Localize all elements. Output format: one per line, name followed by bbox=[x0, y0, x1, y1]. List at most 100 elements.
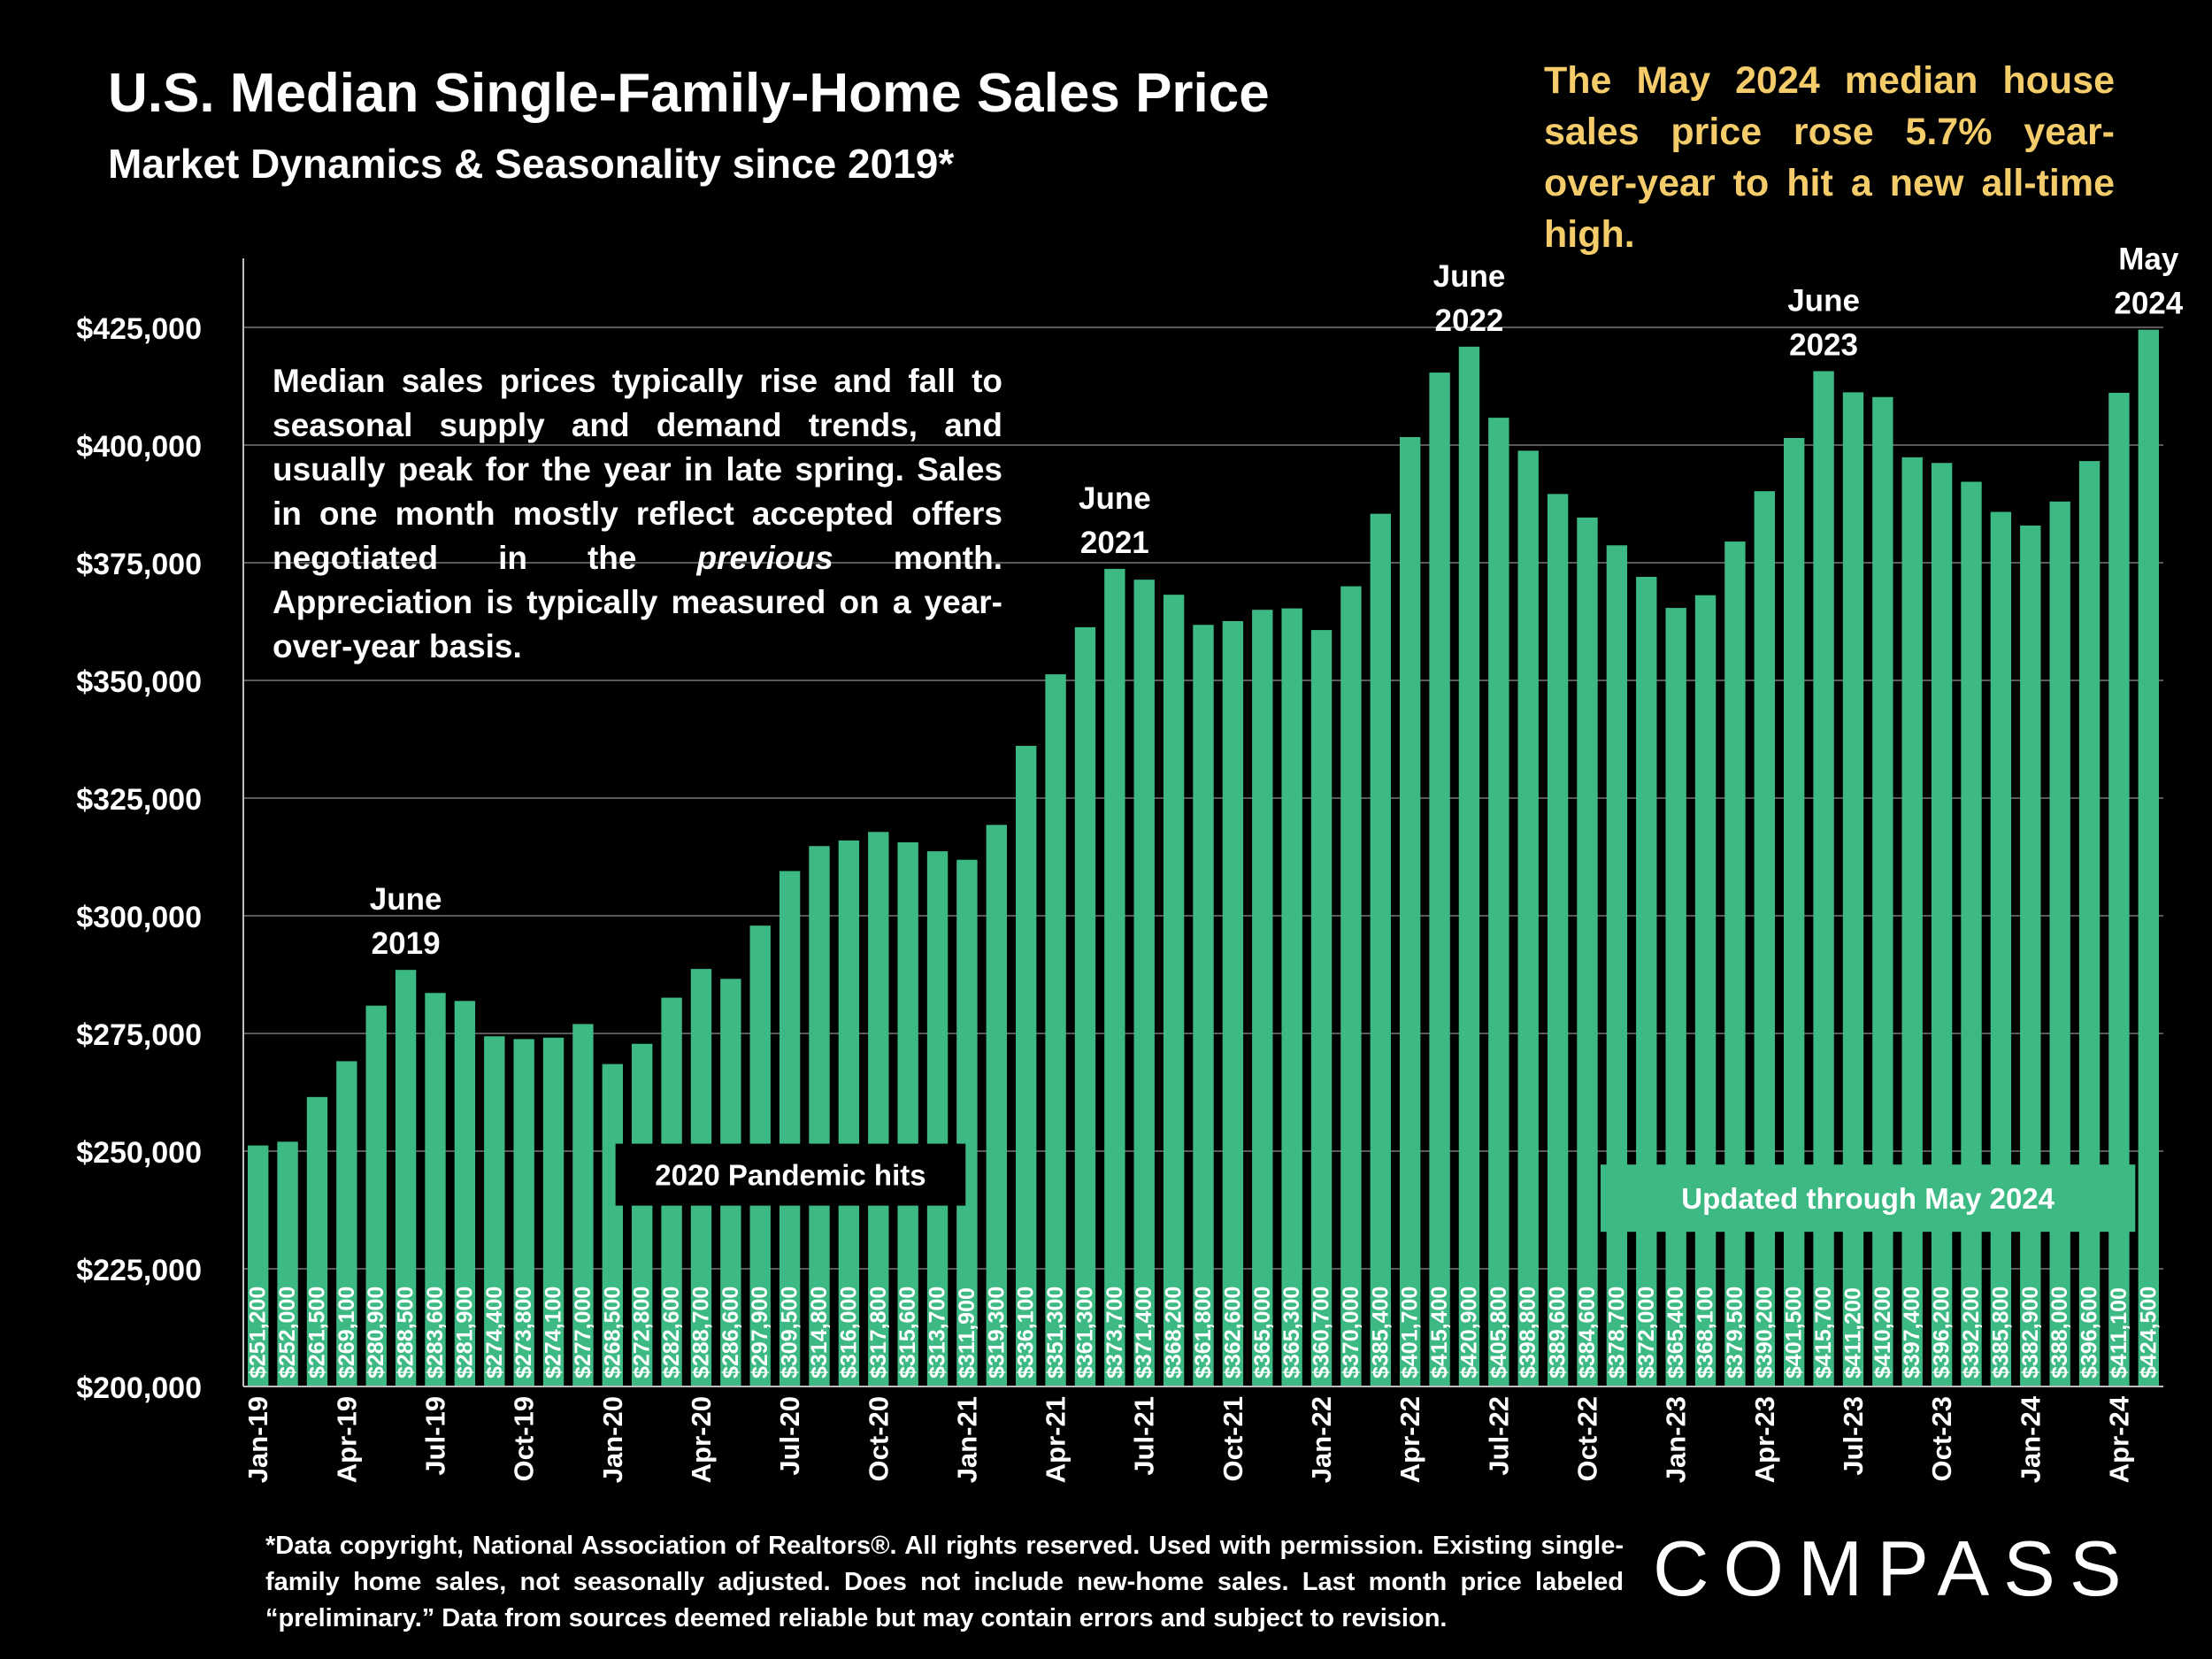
value-label: $365,300 bbox=[1279, 1286, 1304, 1379]
value-label: $281,900 bbox=[452, 1286, 477, 1379]
value-label: $286,600 bbox=[718, 1286, 743, 1379]
bar-Jan-21 bbox=[956, 859, 978, 1386]
peak-annotation: 2022 bbox=[1435, 303, 1504, 338]
bar-Oct-23 bbox=[1931, 463, 1953, 1386]
y-tick-label: $325,000 bbox=[76, 783, 202, 817]
bar-May-24 bbox=[2138, 329, 2159, 1386]
bar-Jan-24 bbox=[2020, 525, 2041, 1386]
value-label: $282,600 bbox=[659, 1286, 684, 1379]
bar-Oct-21 bbox=[1222, 620, 1244, 1386]
bar-Dec-22 bbox=[1636, 576, 1657, 1386]
pandemic-box bbox=[615, 1143, 966, 1206]
x-tick-label: Oct-23 bbox=[1926, 1396, 1957, 1481]
bar-Feb-23 bbox=[1694, 595, 1717, 1386]
x-tick-label: Oct-20 bbox=[863, 1396, 894, 1481]
footnote: *Data copyright, National Association of… bbox=[265, 1532, 1624, 1632]
value-label: $315,600 bbox=[895, 1286, 920, 1379]
bar-Dec-20 bbox=[926, 851, 949, 1386]
bar-May-22 bbox=[1429, 373, 1450, 1386]
bar-Jul-19 bbox=[425, 993, 446, 1386]
peak-annotation: 2019 bbox=[372, 926, 441, 961]
value-label: $272,800 bbox=[630, 1286, 655, 1379]
bar-Nov-21 bbox=[1252, 610, 1273, 1386]
value-label: $410,200 bbox=[1870, 1286, 1895, 1379]
value-label: $411,100 bbox=[2107, 1287, 2131, 1379]
x-tick-label: Jan-21 bbox=[951, 1396, 982, 1483]
value-label: $268,500 bbox=[600, 1286, 625, 1379]
peak-annotation: June bbox=[1433, 259, 1506, 294]
value-label: $274,400 bbox=[482, 1286, 507, 1379]
bar-Nov-19 bbox=[542, 1037, 565, 1386]
bar-Mar-19 bbox=[306, 1096, 328, 1386]
bar-Mar-21 bbox=[1016, 745, 1037, 1386]
x-tick-label: Apr-20 bbox=[686, 1396, 717, 1483]
y-tick-label: $200,000 bbox=[76, 1371, 202, 1405]
value-label: $424,500 bbox=[2136, 1286, 2161, 1379]
x-tick-label: Jan-19 bbox=[242, 1396, 273, 1483]
peak-annotation: May bbox=[2118, 242, 2179, 277]
value-label: $274,100 bbox=[541, 1286, 566, 1379]
value-label: $411,200 bbox=[1840, 1287, 1865, 1379]
bar-Feb-21 bbox=[986, 825, 1007, 1386]
note-text-after: month. Appreciation is typically measure… bbox=[273, 540, 1002, 664]
bar-Sep-23 bbox=[1901, 457, 1923, 1386]
bar-Jul-21 bbox=[1133, 580, 1155, 1386]
x-tick-label: Jul-19 bbox=[420, 1396, 451, 1476]
bar-Jan-19 bbox=[248, 1145, 269, 1386]
explanatory-note: Median sales prices typically rise and f… bbox=[273, 359, 1002, 669]
bar-Sep-19 bbox=[484, 1036, 505, 1386]
value-label: $420,900 bbox=[1456, 1286, 1481, 1379]
bar-Jan-23 bbox=[1665, 608, 1686, 1386]
bar-Oct-19 bbox=[513, 1039, 534, 1386]
headline-callout: The May 2024 median house sales price ro… bbox=[1544, 59, 2115, 256]
value-label: $283,600 bbox=[423, 1286, 448, 1379]
y-tick-label: $425,000 bbox=[76, 312, 202, 346]
value-label: $252,000 bbox=[275, 1286, 300, 1379]
x-tick-label: Apr-19 bbox=[331, 1396, 362, 1483]
compass-logo: COMPASS bbox=[1653, 1525, 2136, 1612]
x-tick-label: Oct-19 bbox=[509, 1396, 540, 1481]
note-emphasis: previous bbox=[696, 540, 833, 576]
value-label: $362,600 bbox=[1220, 1286, 1245, 1379]
value-label: $398,800 bbox=[1516, 1286, 1540, 1379]
value-label: $361,300 bbox=[1072, 1286, 1097, 1379]
bar-Nov-23 bbox=[1961, 481, 1982, 1386]
updated-through-label: Updated through May 2024 bbox=[1681, 1182, 2055, 1215]
bar-Aug-21 bbox=[1163, 595, 1185, 1386]
x-tick-label: Apr-21 bbox=[1041, 1396, 1071, 1483]
value-label: $368,200 bbox=[1162, 1286, 1187, 1379]
value-label: $385,800 bbox=[1988, 1286, 2013, 1379]
value-label: $401,700 bbox=[1398, 1286, 1423, 1379]
bar-May-23 bbox=[1784, 438, 1805, 1386]
peak-annotation: 2021 bbox=[1080, 526, 1149, 560]
value-label: $317,800 bbox=[866, 1286, 891, 1379]
value-label: $365,000 bbox=[1250, 1286, 1275, 1379]
value-label: $280,900 bbox=[364, 1286, 388, 1379]
x-tick-label: Jan-23 bbox=[1661, 1396, 1692, 1483]
bar-Mar-23 bbox=[1724, 541, 1746, 1386]
value-label: $336,100 bbox=[1014, 1286, 1039, 1379]
bar-Aug-19 bbox=[454, 1001, 476, 1386]
bar-Feb-22 bbox=[1340, 586, 1362, 1386]
y-tick-label: $350,000 bbox=[76, 665, 202, 699]
bar-Apr-23 bbox=[1754, 491, 1775, 1386]
bar-Feb-20 bbox=[632, 1043, 653, 1386]
value-label: $372,000 bbox=[1634, 1286, 1659, 1379]
bar-Oct-20 bbox=[868, 832, 889, 1386]
bar-Apr-21 bbox=[1045, 674, 1066, 1386]
value-label: $373,700 bbox=[1102, 1286, 1127, 1379]
value-label: $388,000 bbox=[2047, 1286, 2072, 1379]
bar-Jun-22 bbox=[1458, 346, 1480, 1386]
bar-Mar-22 bbox=[1370, 513, 1391, 1386]
y-tick-label: $375,000 bbox=[76, 548, 202, 581]
y-tick-label: $250,000 bbox=[76, 1136, 202, 1170]
x-tick-label: Apr-24 bbox=[2103, 1395, 2134, 1483]
value-label: $378,700 bbox=[1604, 1286, 1629, 1379]
value-label: $368,100 bbox=[1694, 1286, 1718, 1379]
value-label: $273,800 bbox=[511, 1286, 536, 1379]
updated-through-box bbox=[1601, 1164, 2136, 1233]
value-label: $415,400 bbox=[1427, 1286, 1452, 1379]
value-label: $361,800 bbox=[1191, 1286, 1216, 1379]
peak-annotation: June bbox=[1787, 283, 1860, 318]
